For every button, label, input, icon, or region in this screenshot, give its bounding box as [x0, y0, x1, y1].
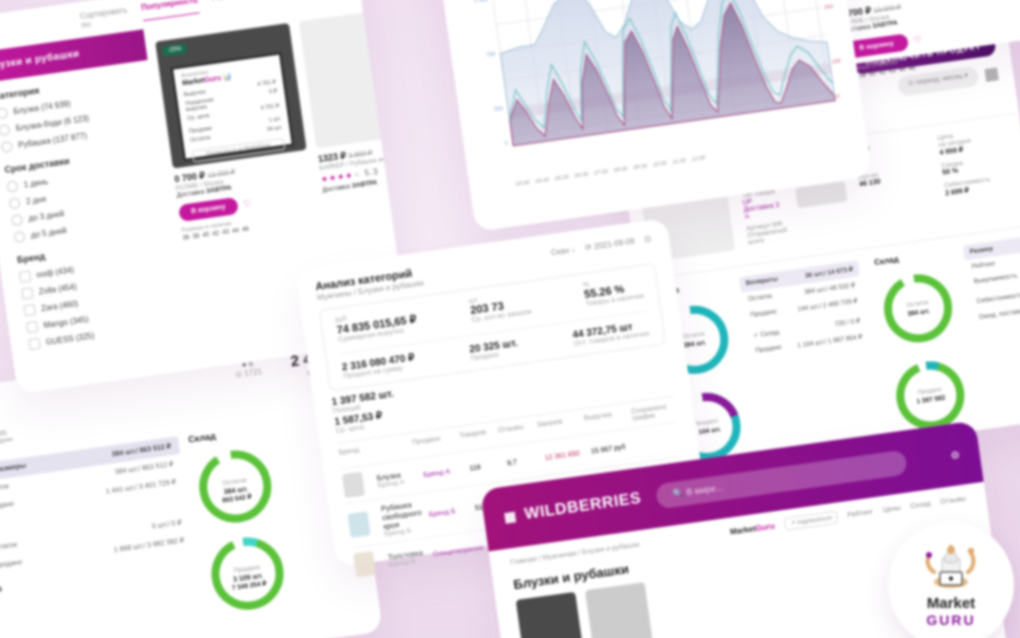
svg-text:100 000: 100 000: [831, 57, 851, 66]
svg-text:0: 0: [836, 94, 840, 100]
svg-text:0: 0: [504, 141, 508, 147]
svg-text:1 104 шт.: 1 104 шт.: [693, 426, 722, 437]
svg-text:384 шт.: 384 шт.: [683, 339, 706, 349]
svg-text:1 397 582: 1 397 582: [916, 394, 946, 405]
svg-text:1 400: 1 400: [474, 0, 488, 5]
svg-text:700: 700: [486, 51, 496, 58]
svg-text:350: 350: [494, 106, 504, 113]
svg-text:250 000: 250 000: [824, 2, 845, 11]
svg-text:384 шт.: 384 шт.: [907, 308, 930, 318]
